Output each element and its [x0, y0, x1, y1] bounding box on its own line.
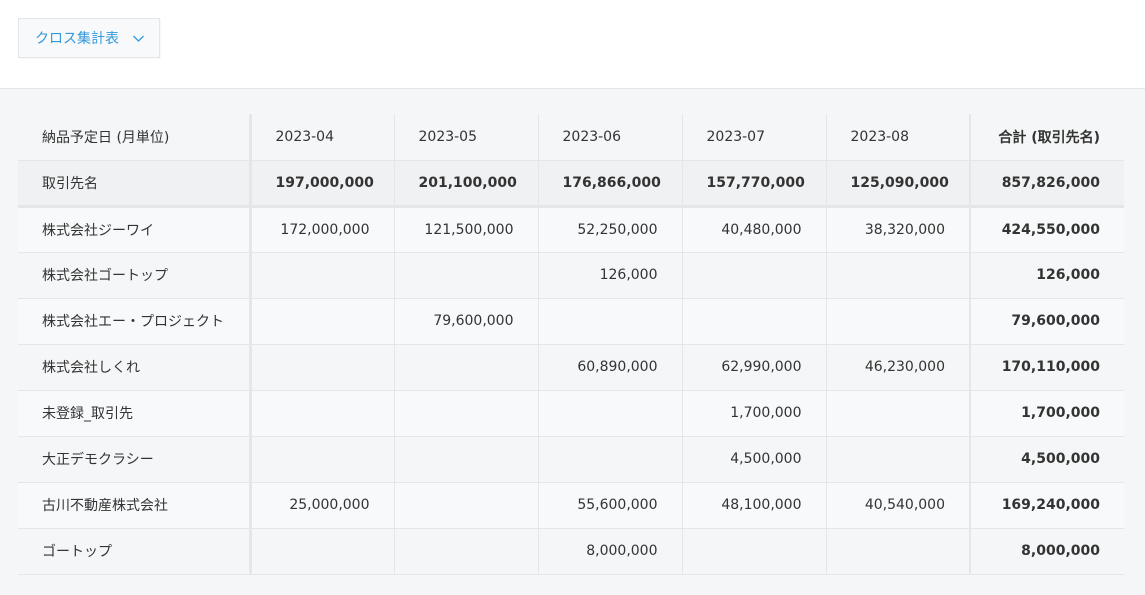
- value-cell: 25,000,000: [250, 482, 395, 529]
- row-label: 株式会社ゴートップ: [18, 252, 252, 299]
- value-cell: 60,890,000: [538, 344, 683, 391]
- row-total-cell: 1,700,000: [969, 390, 1124, 437]
- value-cell: [394, 252, 539, 299]
- value-cell: [826, 528, 971, 575]
- row-label: ゴートップ: [18, 528, 252, 575]
- grand-total-cell: 857,826,000: [969, 160, 1124, 208]
- value-cell: 55,600,000: [538, 482, 683, 529]
- value-cell: [538, 436, 683, 483]
- value-cell: [682, 298, 827, 345]
- summary-cell: 125,090,000: [826, 160, 971, 208]
- row-total-cell: 4,500,000: [969, 436, 1124, 483]
- row-label: 古川不動産株式会社: [18, 482, 252, 529]
- value-cell: [826, 390, 971, 437]
- pivot-table: 納品予定日 (月単位) 2023-04 2023-05 2023-06 2023…: [18, 114, 1124, 575]
- row-total-cell: 169,240,000: [969, 482, 1124, 529]
- value-cell: [250, 298, 395, 345]
- row-total-cell: 170,110,000: [969, 344, 1124, 391]
- value-cell: [394, 344, 539, 391]
- value-cell: 1,700,000: [682, 390, 827, 437]
- header-row: 納品予定日 (月単位) 2023-04 2023-05 2023-06 2023…: [18, 114, 1124, 161]
- table-row[interactable]: 未登録_取引先 1,700,000 1,700,000: [18, 390, 1124, 437]
- value-cell: 40,540,000: [826, 482, 971, 529]
- column-header[interactable]: 2023-05: [394, 114, 539, 161]
- value-cell: 79,600,000: [394, 298, 539, 345]
- row-total-cell: 8,000,000: [969, 528, 1124, 575]
- value-cell: 52,250,000: [538, 206, 683, 253]
- value-cell: [250, 252, 395, 299]
- table-row[interactable]: 株式会社しくれ 60,890,000 62,990,000 46,230,000 170…: [18, 344, 1124, 391]
- row-dimension-header[interactable]: 納品予定日 (月単位): [18, 114, 252, 161]
- value-cell: [250, 528, 395, 575]
- value-cell: [826, 298, 971, 345]
- column-header[interactable]: 2023-06: [538, 114, 683, 161]
- row-label: 株式会社エー・プロジェクト: [18, 298, 252, 345]
- value-cell: [538, 298, 683, 345]
- value-cell: [538, 390, 683, 437]
- table-row[interactable]: ゴートップ 8,000,000 8,000,000: [18, 528, 1124, 575]
- value-cell: [250, 390, 395, 437]
- value-cell: [826, 436, 971, 483]
- summary-cell: 176,866,000: [538, 160, 683, 208]
- total-column-header[interactable]: 合計 (取引先名): [969, 114, 1124, 161]
- row-total-cell: 424,550,000: [969, 206, 1124, 253]
- value-cell: 4,500,000: [682, 436, 827, 483]
- view-type-dropdown[interactable]: クロス集計表: [18, 18, 160, 58]
- column-header[interactable]: 2023-04: [250, 114, 395, 161]
- value-cell: 8,000,000: [538, 528, 683, 575]
- chevron-down-icon: [133, 35, 144, 42]
- column-header[interactable]: 2023-07: [682, 114, 827, 161]
- row-label: 大正デモクラシー: [18, 436, 252, 483]
- value-cell: [394, 528, 539, 575]
- value-cell: 62,990,000: [682, 344, 827, 391]
- value-cell: [682, 528, 827, 575]
- view-type-label: クロス集計表: [35, 31, 119, 47]
- row-label: 株式会社ジーワイ: [18, 206, 252, 253]
- row-total-cell: 79,600,000: [969, 298, 1124, 345]
- value-cell: 48,100,000: [682, 482, 827, 529]
- value-cell: 40,480,000: [682, 206, 827, 253]
- row-total-cell: 126,000: [969, 252, 1124, 299]
- table-row[interactable]: 大正デモクラシー 4,500,000 4,500,000: [18, 436, 1124, 483]
- value-cell: [250, 436, 395, 483]
- value-cell: [250, 344, 395, 391]
- value-cell: 46,230,000: [826, 344, 971, 391]
- value-cell: 38,320,000: [826, 206, 971, 253]
- value-cell: 126,000: [538, 252, 683, 299]
- value-cell: [394, 482, 539, 529]
- value-cell: [394, 436, 539, 483]
- summary-cell: 157,770,000: [682, 160, 827, 208]
- summary-cell: 197,000,000: [250, 160, 395, 208]
- value-cell: 121,500,000: [394, 206, 539, 253]
- table-row[interactable]: 古川不動産株式会社 25,000,000 55,600,000 48,100,000 4…: [18, 482, 1124, 529]
- report-content: 納品予定日 (月単位) 2023-04 2023-05 2023-06 2023…: [0, 89, 1145, 595]
- summary-row: 取引先名 197,000,000 201,100,000 176,866,000…: [18, 160, 1124, 208]
- table-row[interactable]: 株式会社ゴートップ 126,000 126,000: [18, 252, 1124, 299]
- value-cell: [394, 390, 539, 437]
- value-cell: 172,000,000: [250, 206, 395, 253]
- value-cell: [826, 252, 971, 299]
- row-label: 未登録_取引先: [18, 390, 252, 437]
- table-row[interactable]: 株式会社エー・プロジェクト 79,600,000 79,600,000: [18, 298, 1124, 345]
- report-toolbar: クロス集計表: [0, 0, 1145, 89]
- summary-cell: 201,100,000: [394, 160, 539, 208]
- row-label: 株式会社しくれ: [18, 344, 252, 391]
- summary-row-label: 取引先名: [18, 160, 252, 208]
- table-row[interactable]: 株式会社ジーワイ 172,000,000 121,500,000 52,250,000…: [18, 206, 1124, 253]
- value-cell: [682, 252, 827, 299]
- column-header[interactable]: 2023-08: [826, 114, 971, 161]
